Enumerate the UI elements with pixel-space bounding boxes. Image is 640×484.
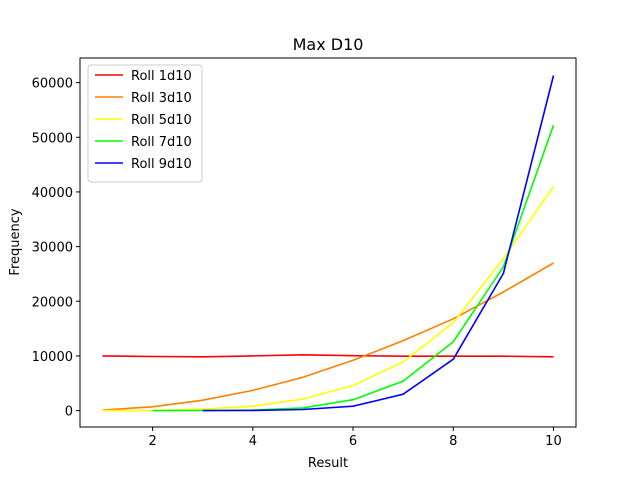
- legend-label: Roll 7d10: [131, 135, 192, 150]
- legend-label: Roll 3d10: [131, 91, 192, 106]
- legend-label: Roll 1d10: [131, 69, 192, 84]
- legend-box: [87, 64, 203, 183]
- y-axis-label: Frequency: [8, 208, 23, 275]
- x-tick-label: 8: [449, 434, 457, 449]
- x-tick-label: 2: [149, 434, 157, 449]
- y-tick-label: 30000: [32, 241, 73, 256]
- y-tick-label: 60000: [32, 77, 73, 92]
- x-axis-label: Result: [308, 456, 348, 471]
- legend: Roll 1d10 Roll 3d10 Roll 5d10 Roll 7d10 Roll…: [87, 64, 203, 183]
- x-tick-label: 10: [545, 434, 562, 449]
- series-line-roll-1d10: [102, 353, 554, 358]
- x-tick-label: 4: [249, 434, 257, 449]
- legend-label: Roll 9d10: [131, 157, 192, 172]
- y-tick-label: 50000: [32, 131, 73, 146]
- legend-label: Roll 5d10: [131, 113, 192, 128]
- plot-frame: [79, 57, 577, 428]
- y-tick-label: 20000: [32, 295, 73, 310]
- chart-title: Max D10: [293, 35, 364, 54]
- series-layer: [102, 75, 555, 412]
- series-line-roll-9d10: [202, 75, 555, 412]
- x-tick-label: 6: [349, 434, 357, 449]
- y-tick-label: 10000: [32, 350, 73, 365]
- axis-ticks: 2 4 6 8 10 0 10000 20000 30000 40000 50000 60000: [32, 77, 562, 449]
- y-tick-label: 0: [65, 405, 73, 420]
- y-tick-label: 40000: [32, 186, 73, 201]
